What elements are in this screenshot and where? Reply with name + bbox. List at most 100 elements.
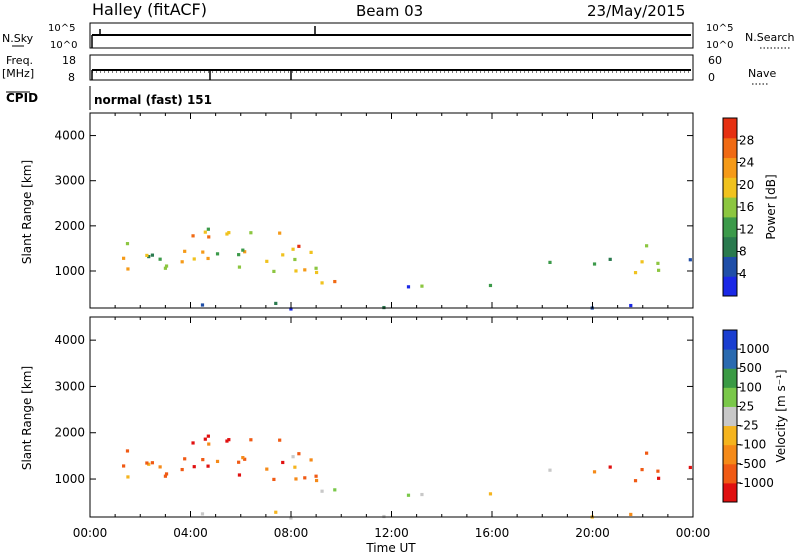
colorbar-swatch (723, 482, 737, 503)
power-cell (548, 260, 552, 264)
velocity-cell (243, 457, 247, 461)
colorbar-swatch (723, 387, 737, 407)
colorbar-tick-label: 100 (739, 380, 762, 394)
power-plot-frame (89, 112, 694, 309)
power-cell (272, 269, 276, 274)
cpid-text: normal (fast) 151 (94, 93, 212, 107)
power-cell (147, 255, 151, 259)
power-cell (158, 257, 162, 261)
velocity-cell (191, 441, 195, 445)
velocity-cell (289, 516, 293, 520)
power-heatmap-cells (122, 227, 692, 311)
colorbar-tick-label: 24 (739, 156, 754, 170)
power-y-axis-label: Slant Range [km] (20, 160, 34, 264)
velocity-cell (629, 512, 633, 517)
velocity-cell (126, 475, 130, 479)
velocity-y-ticks: 1000 2000 3000 4000 (54, 333, 693, 486)
velocity-cell (314, 478, 319, 483)
power-cell (303, 268, 307, 272)
colorbar-tick-label: 4 (739, 267, 747, 281)
colorbar-swatch (723, 216, 737, 238)
velocity-cell (164, 472, 169, 476)
power-cell (206, 227, 210, 231)
velocity-heatmap-cells (122, 434, 692, 520)
power-cell (163, 266, 168, 270)
velocity-cell (237, 473, 242, 477)
power-cell (291, 247, 295, 251)
power-cell (656, 268, 661, 272)
colorbar-tick-label: 25 (739, 399, 754, 413)
power-colorbar-cells (723, 118, 737, 297)
velocity-cell (272, 477, 276, 482)
time-axis-ticks: 00:00 04:00 08:00 12:00 16:00 20:00 00:00 (73, 113, 710, 540)
x-tick-label: 20:00 (575, 526, 610, 540)
freq-panel (89, 54, 694, 81)
power-cell (644, 244, 649, 248)
velocity-cell (192, 465, 196, 469)
colorbar-swatch (723, 118, 737, 139)
velocity-cell (656, 469, 660, 473)
power-cell (592, 262, 597, 266)
freq-unit-label: [MHz] (2, 67, 34, 80)
power-cell (243, 250, 247, 254)
velocity-cell (608, 465, 612, 469)
noise-tick-left-bottom: 10^0 (50, 40, 77, 51)
velocity-cell (241, 456, 245, 460)
power-cell (201, 250, 205, 254)
velocity-cell (548, 468, 552, 472)
colorbar-swatch (723, 236, 737, 257)
velocity-cell (163, 474, 168, 478)
velocity-y-axis-label: Slant Range [km] (20, 366, 34, 470)
power-cell (237, 265, 242, 269)
power-cell (249, 231, 253, 235)
y-tick-label: 4000 (54, 333, 85, 347)
power-cell (640, 260, 644, 264)
colorbar-tick-label: 20 (739, 178, 754, 192)
colorbar-tick-label: -1000 (739, 476, 774, 490)
colorbar-swatch (723, 177, 737, 198)
colorbar-tick-label: -100 (739, 438, 766, 452)
velocity-heatmap-panel: 1000 2000 3000 4000 Slant Range [km] (20, 316, 694, 520)
noise-panel (89, 22, 694, 49)
velocity-cell (206, 464, 210, 468)
power-cell (289, 307, 293, 311)
freq-label: Freq. (6, 54, 33, 67)
velocity-cell (180, 467, 184, 472)
power-cell (333, 279, 337, 284)
colorbar-swatch (723, 463, 737, 484)
power-cell (164, 264, 169, 268)
noise-tick-right-top: 10^5 (706, 23, 733, 34)
x-tick-label: 16:00 (475, 526, 510, 540)
y-tick-label: 3000 (54, 174, 85, 188)
velocity-cell (688, 465, 692, 470)
power-cell (183, 249, 187, 253)
velocity-colorbar-ticks: -1000 -500 -100 -25 25 100 500 1000 (737, 342, 774, 490)
power-cell (125, 242, 130, 246)
power-cell (656, 261, 660, 265)
power-cell (274, 301, 278, 306)
beam-label: Beam 03 (356, 2, 423, 20)
velocity-cell (158, 465, 162, 469)
colorbar-swatch (723, 425, 737, 446)
colorbar-tick-label: 8 (739, 245, 747, 259)
power-cell (314, 270, 319, 275)
colorbar-tick-label: 500 (739, 361, 762, 375)
velocity-cell (215, 459, 220, 464)
power-y-ticks: 1000 2000 3000 4000 (54, 129, 693, 278)
velocity-cell (294, 477, 298, 481)
velocity-cell (309, 458, 313, 462)
velocity-cell (406, 493, 411, 497)
power-cell (688, 258, 692, 262)
x-tick-label: 12:00 (374, 526, 409, 540)
velocity-cell (225, 439, 229, 443)
noise-tick-left-top: 10^5 (48, 23, 75, 34)
nsearch-label: N.Search (745, 31, 795, 44)
cpid-label: CPID (6, 91, 38, 105)
date-label: 23/May/2015 (587, 2, 685, 20)
power-cell (309, 250, 313, 254)
velocity-cell (291, 455, 295, 459)
power-cell (241, 248, 245, 252)
y-tick-label: 2000 (54, 426, 85, 440)
velocity-cell (206, 434, 210, 438)
velocity-cell (303, 476, 307, 480)
